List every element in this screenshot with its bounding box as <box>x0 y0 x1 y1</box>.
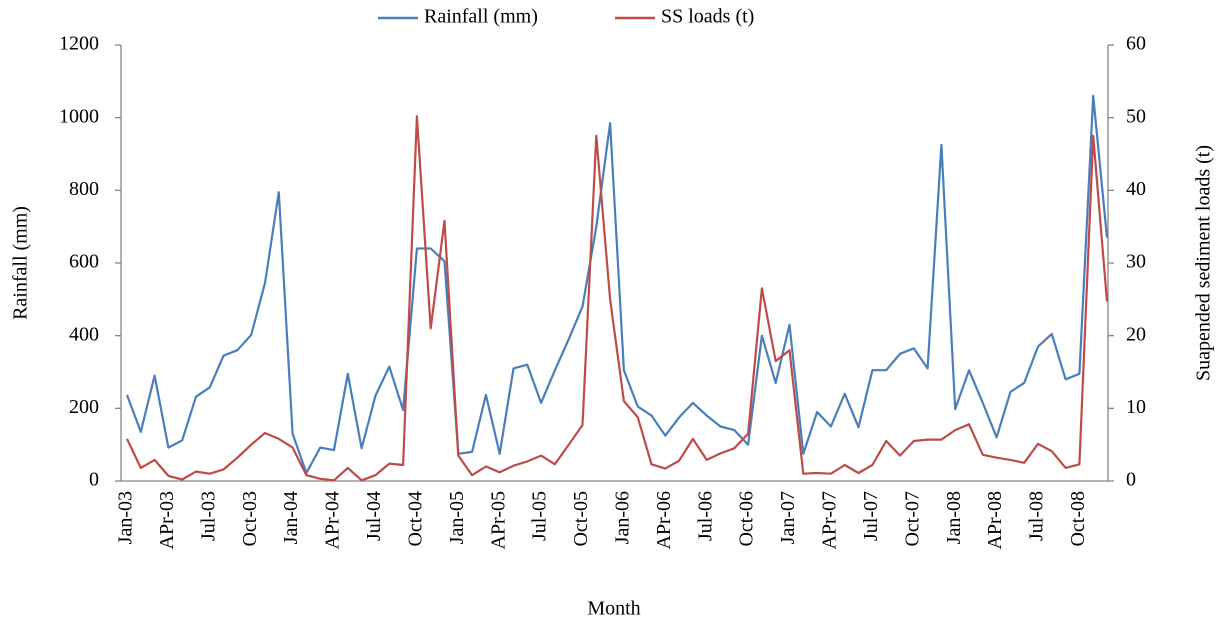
x-tick-label: Jan-03 <box>115 491 137 544</box>
x-tick-label: Jan-06 <box>611 491 633 544</box>
x-tick-label: Jan-04 <box>280 491 302 544</box>
data-line <box>126 115 1109 482</box>
y-tick-label: 1000 <box>59 105 99 127</box>
x-tick-label: Jul-07 <box>860 491 882 541</box>
x-tick-label: Oct-08 <box>1067 491 1089 547</box>
y-tick-label: 1200 <box>59 33 99 55</box>
x-tick-label: Oct-06 <box>736 491 758 547</box>
x-tick-label: APr-05 <box>487 491 509 550</box>
x-tick-label: APr-08 <box>984 491 1006 550</box>
x-tick-label: Jul-08 <box>1026 491 1048 541</box>
y-tick-label: 400 <box>69 323 99 345</box>
y2-tick-label: 40 <box>1126 178 1146 200</box>
y2-tick-label: 30 <box>1126 251 1146 273</box>
x-tick-label: Jan-08 <box>943 491 965 544</box>
x-tick-label: Jan-07 <box>777 491 799 544</box>
y-axis-title: Rainfall (mm) <box>10 206 32 320</box>
y-tick-label: 800 <box>69 178 99 200</box>
x-tick-label: APr-06 <box>653 491 675 550</box>
x-tick-label: APr-03 <box>156 491 178 550</box>
x-axis-title: Month <box>587 598 640 620</box>
x-tick-label: APr-04 <box>322 491 344 550</box>
y2-tick-label: 10 <box>1126 396 1146 418</box>
x-tick-label: Oct-07 <box>901 491 923 547</box>
legend-label: Rainfall (mm) <box>424 6 538 28</box>
y2-tick-label: 20 <box>1126 323 1146 345</box>
y2-tick-label: 0 <box>1126 469 1136 491</box>
x-tick-label: Jul-04 <box>363 491 385 541</box>
x-tick-label: Jul-03 <box>197 491 219 541</box>
x-tick-label: Jul-05 <box>529 491 551 541</box>
x-tick-label: Jan-05 <box>446 491 468 544</box>
x-tick-label: APr-07 <box>819 491 841 550</box>
x-tick-label: Oct-04 <box>404 491 426 547</box>
legend-label: SS loads (t) <box>661 6 754 28</box>
y-tick-label: 600 <box>69 251 99 273</box>
y-tick-label: 200 <box>69 396 99 418</box>
y2-tick-label: 50 <box>1126 105 1146 127</box>
x-tick-label: Oct-03 <box>239 491 261 547</box>
x-tick-label: Jul-06 <box>694 491 716 541</box>
data-line <box>125 94 1109 475</box>
x-tick-label: Oct-05 <box>570 491 592 547</box>
y2-tick-label: 60 <box>1126 33 1146 55</box>
y2-axis-title: Suapended sediment loads (t) <box>1193 145 1215 381</box>
y-tick-label: 0 <box>89 469 99 491</box>
